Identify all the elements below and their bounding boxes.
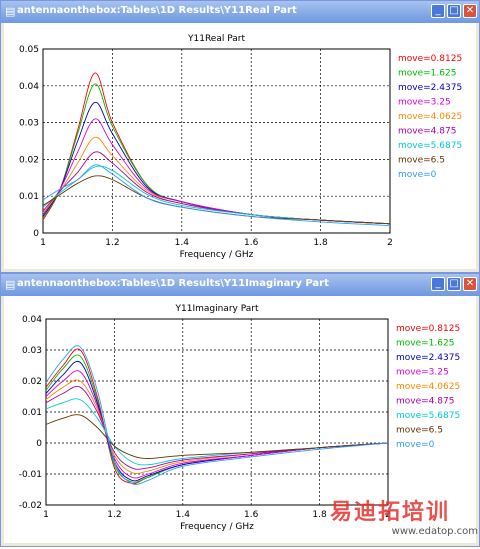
- chart-window-real: ▤ antennaonthebox:Tables\1D Results\Y11R…: [0, 0, 480, 273]
- window-icon[interactable]: ▤: [5, 5, 16, 18]
- y-tick-label: 0: [36, 439, 42, 449]
- legend-entry: move=0.8125: [398, 54, 462, 64]
- legend-entry: move=6.5: [398, 156, 445, 166]
- x-axis-label: Frequency / GHz: [180, 250, 254, 260]
- y-tick-label: -0.02: [19, 501, 42, 511]
- legend-entry: move=3.25: [398, 98, 451, 108]
- x-tick-label: 1.8: [313, 238, 328, 248]
- chart-title: Y11Imaginary Part: [175, 304, 259, 314]
- y-tick-label: 0.04: [22, 315, 42, 325]
- legend-entry: move=4.0625: [398, 112, 462, 122]
- legend-entry: move=0: [398, 170, 437, 180]
- series-line: [42, 165, 391, 225]
- x-tick-label: 1: [40, 238, 46, 248]
- legend-entry: move=3.25: [396, 368, 449, 378]
- x-tick-label: 1.6: [244, 238, 259, 248]
- y-tick-label: 0.03: [19, 119, 39, 129]
- plot-frame: [42, 48, 391, 234]
- maximize-button[interactable]: □: [447, 4, 461, 18]
- chart-title: Y11Real Part: [187, 34, 245, 44]
- x-tick-label: 1.4: [176, 510, 191, 520]
- y-tick-label: 0.05: [19, 45, 39, 55]
- x-tick-label: 2: [387, 238, 393, 248]
- series-line: [42, 164, 391, 227]
- legend-entry: move=1.625: [396, 339, 454, 349]
- series-line: [45, 370, 389, 479]
- series-line: [45, 345, 389, 485]
- y-tick-label: 0.04: [19, 82, 39, 92]
- title-bar[interactable]: ▤ antennaonthebox:Tables\1D Results\Y11R…: [1, 1, 479, 23]
- legend-entry: move=4.875: [396, 397, 454, 407]
- legend-entry: move=1.625: [398, 69, 456, 79]
- chart-real: 1 1.2 1.4 1.6 1.8 2 0 0.01 0.02 0.03 0.04 0.05 Y11Re…: [19, 34, 462, 260]
- legend-entry: move=5.6875: [396, 411, 460, 421]
- x-tick-label: 1.6: [244, 510, 259, 520]
- maximize-button[interactable]: □: [447, 277, 461, 291]
- close-button[interactable]: ✕: [463, 4, 477, 18]
- window-title: antennaonthebox:Tables\1D Results\Y11Ima…: [17, 278, 329, 289]
- title-bar[interactable]: ▤ antennaonthebox:Tables\1D Results\Y11I…: [1, 274, 479, 296]
- y-tick-label: 0.01: [19, 192, 39, 202]
- chart-window-imaginary: ▤ antennaonthebox:Tables\1D Results\Y11I…: [0, 273, 480, 547]
- y-tick-label: -0.01: [19, 470, 42, 480]
- x-tick-label: 1.4: [175, 238, 190, 248]
- y-tick-label: 0.02: [22, 377, 42, 387]
- x-tick-label: 2: [385, 510, 391, 520]
- x-tick-label: 1.8: [312, 510, 327, 520]
- legend-entry: move=4.0625: [396, 382, 460, 392]
- y-tick-label: 0.01: [22, 408, 42, 418]
- y-tick-label: 0: [33, 229, 39, 239]
- close-button[interactable]: ✕: [463, 277, 477, 291]
- y-tick-label: 0.03: [22, 346, 42, 356]
- legend-entry: move=0: [396, 440, 435, 450]
- series-line: [45, 414, 389, 459]
- minimize-button[interactable]: _: [431, 4, 445, 18]
- legend-entry: move=4.875: [398, 127, 456, 137]
- legend-entry: move=2.4375: [398, 83, 462, 93]
- y-tick-label: 0.02: [19, 155, 39, 165]
- legend-entry: move=6.5: [396, 426, 443, 436]
- minimize-button[interactable]: _: [431, 277, 445, 291]
- window-title: antennaonthebox:Tables\1D Results\Y11Rea…: [17, 5, 297, 16]
- x-axis-label: Frequency / GHz: [180, 522, 254, 532]
- legend-entry: move=0.8125: [396, 324, 460, 334]
- series-line: [42, 175, 391, 225]
- chart-imaginary: 1 1.2 1.4 1.6 1.8 2 -0.02 -0.01 0 0.01 0.02 0.03 0.0…: [19, 304, 460, 532]
- legend-entry: move=5.6875: [398, 141, 462, 151]
- chart-area: 1 1.2 1.4 1.6 1.8 2 0 0.01 0.02 0.03 0.04 0.05 Y11Re…: [4, 23, 476, 269]
- series-line: [45, 386, 389, 470]
- x-tick-label: 1.2: [105, 238, 119, 248]
- legend-entry: move=2.4375: [396, 353, 460, 363]
- chart-area: 1 1.2 1.4 1.6 1.8 2 -0.02 -0.01 0 0.01 0.02 0.03 0.0…: [4, 296, 476, 543]
- x-tick-label: 1.2: [107, 510, 121, 520]
- x-tick-label: 1: [43, 510, 49, 520]
- window-icon[interactable]: ▤: [5, 278, 16, 291]
